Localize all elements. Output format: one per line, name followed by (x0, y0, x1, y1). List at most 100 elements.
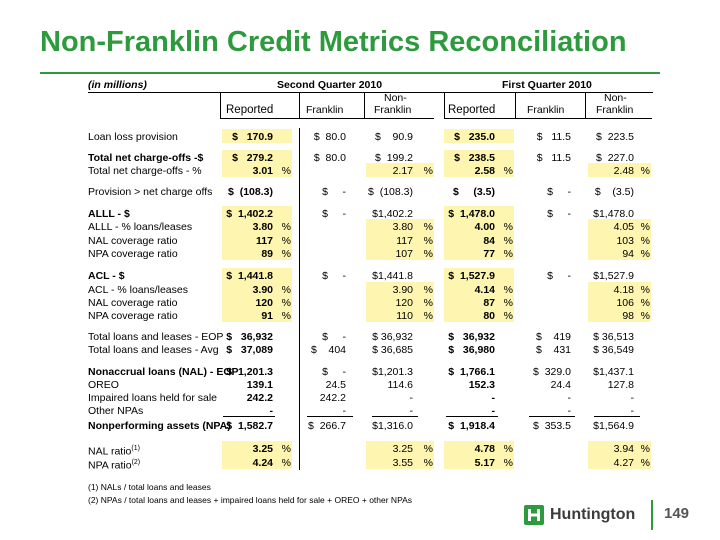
table-cell: % (281, 248, 291, 260)
table-cell: 4.78 (474, 443, 495, 455)
table-cell: $ 1,478.0 (448, 208, 495, 220)
row-label-text: ACL - $ (88, 270, 125, 282)
table-cell: 120 (395, 297, 413, 309)
sum-rule (446, 416, 498, 417)
table-cell: $ 1,201.3 (226, 366, 273, 378)
table-cell: 127.8 (607, 379, 634, 391)
table-cell: 117 (256, 235, 273, 247)
highlight-cell (366, 295, 434, 309)
table-cell: - (342, 405, 347, 417)
highlight-cell (444, 455, 514, 469)
highlight-cell (222, 455, 292, 469)
footnote-1: (1) NALs / total loans and leases (88, 482, 211, 492)
table-cell: $1,527.9 (593, 270, 634, 282)
table-cell: $ 11.5 (536, 152, 571, 164)
table-cell: $ (3.5) (452, 186, 495, 198)
highlight-cell (222, 150, 292, 164)
table-cell: $ 353.5 (533, 420, 571, 432)
row-label-text: NPA coverage ratio (88, 310, 178, 322)
page-title: Non-Franklin Credit Metrics Reconciliati… (40, 26, 627, 58)
header-rule (220, 118, 434, 119)
table-cell: - (567, 405, 572, 417)
highlight-cell (366, 163, 434, 177)
table-cell: - (491, 392, 496, 404)
table-cell: $ (3.5) (594, 186, 634, 198)
table-cell: $ 431 (535, 344, 571, 356)
table-cell: - (567, 392, 572, 404)
col-header-reported: Reported (226, 104, 274, 116)
table-cell: $ 36,932 (372, 331, 413, 343)
sum-rule (529, 416, 575, 417)
table-cell: $ 90.9 (375, 131, 413, 143)
table-cell: % (281, 221, 291, 233)
row-label-text: NAL ratio (88, 445, 132, 458)
table-cell: $ 1,402.2 (226, 208, 273, 220)
row-label-text: Nonaccrual loans (NAL) - EOP (88, 366, 239, 378)
highlight-cell (588, 233, 651, 247)
table-cell: 5.17 (474, 457, 495, 469)
highlight-cell (366, 246, 434, 260)
table-cell: $ 37,089 (226, 344, 273, 356)
row-label-text: Provision > net charge offs (88, 186, 213, 198)
table-cell: 120 (255, 297, 273, 309)
table-cell: $ 1,918.4 (448, 420, 495, 432)
highlight-cell (444, 295, 514, 309)
table-cell: % (423, 310, 433, 322)
highlight-cell (588, 441, 651, 455)
table-cell: $ 1,766.1 (448, 366, 495, 378)
table-cell: $ (108.3) (368, 186, 413, 198)
row-label: Nonperforming assets (NPA) (88, 420, 231, 432)
row-label-text: Total loans and leases - Avg (88, 344, 219, 356)
highlight-cell (588, 455, 651, 469)
sum-rule (307, 416, 353, 417)
footnote-2: (2) NPAs / total loans and leases + impa… (88, 495, 413, 505)
table-cell: % (640, 235, 650, 247)
highlight-cell (444, 282, 514, 296)
table-cell: % (503, 297, 513, 309)
table-cell: $1,402.2 (372, 208, 413, 220)
row-label: NPA coverage ratio (88, 310, 178, 322)
row-label: NPA ratio(2) (88, 457, 140, 472)
row-label-text: NPA ratio (88, 459, 132, 472)
table-cell: % (281, 310, 291, 322)
highlight-cell (444, 308, 514, 322)
table-cell: $ - (322, 186, 346, 198)
table-cell: % (423, 248, 433, 260)
table-cell: $ 238.5 (454, 152, 495, 164)
sum-rule (372, 416, 418, 417)
table-cell: $ - (547, 186, 571, 198)
row-label-text: Other NPAs (88, 405, 144, 417)
highlight-cell (444, 163, 514, 177)
table-cell: 139.1 (246, 379, 273, 391)
table-cell: $ 80.0 (313, 152, 346, 164)
highlight-cell (222, 219, 292, 233)
highlight-cell (222, 206, 292, 220)
row-label: Provision > net charge offs (88, 186, 212, 198)
table-cell: % (503, 310, 513, 322)
table-cell: % (423, 457, 433, 469)
table-cell: $1,478.0 (593, 208, 634, 220)
row-label: Impaired loans held for sale (88, 392, 217, 404)
highlight-cell (444, 441, 514, 455)
table-cell: $1,316.0 (372, 420, 413, 432)
table-cell: % (281, 235, 291, 247)
row-label: NPA coverage ratio (88, 248, 178, 260)
header-divider (444, 92, 445, 119)
table-cell: % (281, 457, 291, 469)
highlight-cell (366, 233, 434, 247)
table-cell: 3.25 (392, 443, 413, 455)
table-cell: % (281, 443, 291, 455)
table-cell: $1,564.9 (593, 420, 634, 432)
highlight-cell (222, 268, 292, 282)
header-divider (364, 92, 365, 119)
header-divider (585, 92, 586, 119)
table-cell: $ - (322, 366, 346, 378)
row-label: ALLL - $ (88, 208, 130, 220)
table-cell: 24.5 (325, 379, 346, 391)
table-cell: - (409, 392, 414, 404)
table-cell: 87 (483, 297, 495, 309)
table-cell: - (409, 405, 414, 417)
table-cell: % (640, 284, 650, 296)
highlight-cell (444, 233, 514, 247)
